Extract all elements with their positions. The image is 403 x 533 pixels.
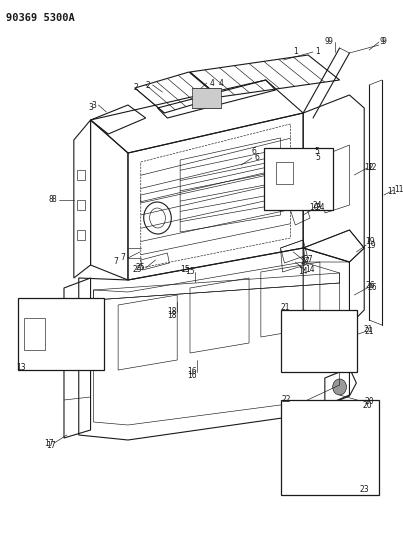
Text: 20: 20	[364, 398, 374, 407]
Text: 25: 25	[136, 263, 145, 272]
Text: 21: 21	[280, 303, 290, 312]
Text: 1: 1	[316, 47, 320, 56]
Text: 20: 20	[362, 400, 372, 409]
Text: 8: 8	[52, 196, 56, 205]
Bar	[77, 200, 85, 210]
Ellipse shape	[58, 320, 84, 350]
Text: 11: 11	[394, 185, 403, 195]
Text: 24: 24	[312, 200, 322, 209]
Text: 9: 9	[380, 37, 384, 46]
Text: 5: 5	[314, 148, 320, 157]
Bar	[77, 170, 85, 180]
Bar	[77, 230, 85, 240]
Bar	[264, 148, 333, 210]
Text: 2: 2	[145, 80, 150, 90]
Text: 16: 16	[187, 370, 197, 379]
Text: 3: 3	[91, 101, 96, 109]
Text: 13: 13	[16, 364, 25, 373]
Text: 9: 9	[324, 37, 329, 46]
Text: 27: 27	[300, 257, 310, 266]
Text: 90369 5300A: 90369 5300A	[6, 13, 75, 23]
Text: 21: 21	[364, 327, 374, 336]
Text: 12: 12	[368, 164, 377, 173]
Text: 9: 9	[327, 37, 332, 46]
Text: 12: 12	[364, 164, 374, 173]
Text: 24: 24	[315, 204, 325, 213]
Text: 5: 5	[316, 154, 320, 163]
Ellipse shape	[333, 331, 347, 347]
Text: 21: 21	[364, 326, 373, 335]
Text: 15: 15	[180, 265, 190, 274]
Text: 1: 1	[293, 47, 298, 56]
Text: 19: 19	[366, 240, 376, 249]
Ellipse shape	[311, 330, 325, 348]
Text: 2: 2	[133, 83, 138, 92]
Text: 18: 18	[168, 311, 177, 319]
Text: 6: 6	[254, 154, 260, 163]
Bar	[192, 88, 222, 108]
Text: 25: 25	[133, 265, 143, 274]
Bar	[24, 318, 45, 350]
Ellipse shape	[63, 326, 79, 344]
Text: 14: 14	[305, 265, 315, 274]
Text: 17: 17	[46, 440, 56, 449]
Text: 6: 6	[251, 148, 256, 157]
Text: 8: 8	[49, 196, 54, 205]
Text: 17: 17	[44, 439, 54, 448]
Text: 26: 26	[365, 280, 375, 289]
Text: 26: 26	[367, 284, 377, 293]
Text: 15: 15	[185, 268, 195, 277]
Text: 18: 18	[168, 308, 177, 317]
Text: 7: 7	[120, 254, 125, 262]
Text: 4: 4	[219, 78, 224, 87]
Bar	[280, 400, 379, 495]
Text: 22: 22	[282, 395, 291, 405]
Bar	[280, 310, 357, 372]
Bar	[276, 162, 293, 184]
Text: 27: 27	[303, 255, 313, 264]
Text: 16: 16	[187, 367, 197, 376]
Text: 23: 23	[359, 486, 369, 495]
Bar	[18, 298, 104, 370]
Text: 3: 3	[88, 102, 93, 111]
Ellipse shape	[333, 379, 347, 395]
Text: 9: 9	[382, 37, 386, 46]
Text: 14: 14	[298, 268, 308, 277]
Text: 4: 4	[209, 78, 214, 87]
Text: 10: 10	[309, 204, 319, 213]
Text: 7: 7	[114, 257, 118, 266]
Ellipse shape	[307, 325, 329, 353]
Text: 11: 11	[387, 188, 397, 197]
Text: 19: 19	[365, 238, 375, 246]
